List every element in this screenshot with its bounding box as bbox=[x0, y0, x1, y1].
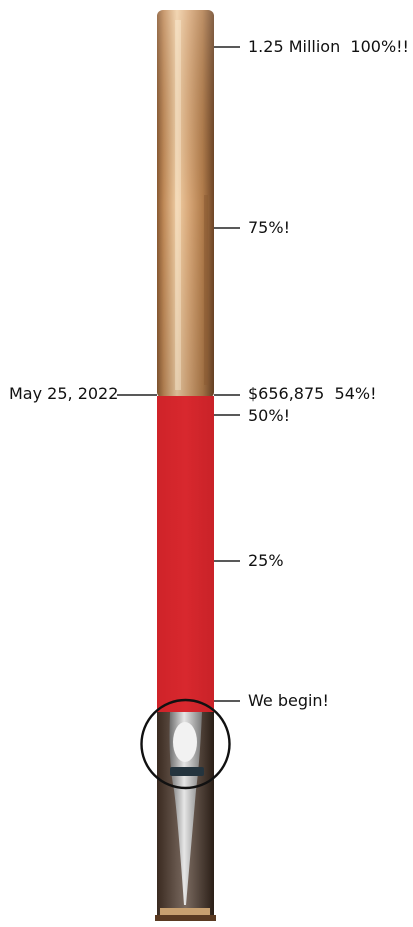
twenty-five-percent-label: 25% bbox=[248, 551, 284, 570]
bulb-ring bbox=[140, 698, 231, 790]
tick-lines bbox=[117, 46, 240, 702]
start-label: We begin! bbox=[248, 691, 329, 710]
progress-fill bbox=[157, 396, 214, 712]
date-label: May 25, 2022 bbox=[9, 384, 119, 403]
goal-label: 1.25 Million 100%!! bbox=[248, 37, 409, 56]
seventy-five-percent-label: 75%! bbox=[248, 218, 290, 237]
fifty-percent-label: 50%! bbox=[248, 406, 290, 425]
current-amount-label: $656,875 54%! bbox=[248, 384, 377, 403]
